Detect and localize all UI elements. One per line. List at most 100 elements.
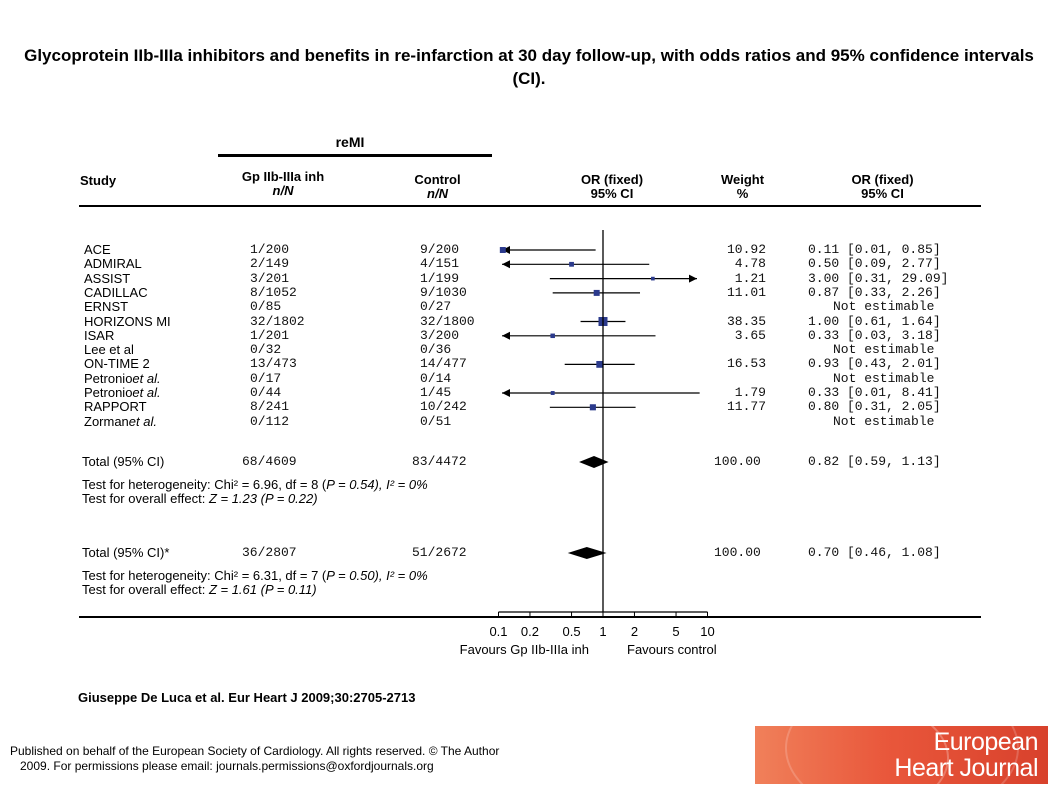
or-ci-text: Not estimable [833,342,935,358]
heterogeneity-test: Test for heterogeneity: Chi² = 6.96, df … [82,478,428,492]
study-name: CADILLAC [84,284,148,300]
or-ci-text: 0.93 [0.43, 2.01] [808,356,941,372]
study-name: ISAR [84,327,115,343]
control-count: 1/45 [420,385,452,400]
header-rule [79,205,981,207]
or-ci-text: 3.00 [0.31, 29.09] [808,270,949,286]
point-estimate [569,261,574,267]
or-ci-text: Not estimable [833,299,935,315]
control-header-label: Control [414,172,461,187]
overall-effect-prefix: Test for overall effect: [82,582,209,597]
study-name: Zormanet al. [84,413,157,429]
point-estimate [550,333,555,339]
outcome-header: reMI [335,134,365,150]
overall-effect-test: Test for overall effect: Z = 1.23 (P = 0… [82,492,318,506]
treatment-count: 0/44 [250,385,282,400]
total-or-ci-text: 0.70 [0.46, 1.08] [808,545,941,560]
control-count: 32/1800 [420,313,475,329]
overall-effect-prefix: Test for overall effect: [82,491,209,506]
pooled-diamond-group [567,547,607,559]
total-label: Total (95% CI)* [82,545,170,560]
x-tick-label: 1 [599,624,606,639]
weight-value: 4.78 [734,256,766,272]
total-weight: 100.00 [714,545,761,560]
study-marker-group [552,289,641,296]
study-name-text: Zorman [84,413,129,429]
treatment-count: 13/473 [250,356,297,372]
pooled-diamond [579,456,609,468]
footer-line-2: 2009. For permissions please email: jour… [20,759,434,773]
weight-value: 38.35 [726,313,766,329]
ci-arrow-left [502,389,510,397]
total-or-ci-text: 0.82 [0.59, 1.13] [808,454,941,469]
treatment-count: 8/241 [250,399,290,415]
heterogeneity-prefix: Test for heterogeneity: Chi² = 6.96, df … [82,477,327,492]
control-count: 14/477 [420,356,467,372]
outcome-underline [218,154,492,157]
study-name-text: ISAR [84,327,115,343]
ci-arrow-left [502,246,510,254]
treatment-count: 32/1802 [250,313,305,329]
study-name: ASSIST [84,270,131,286]
point-estimate [593,289,600,296]
weight-header-label: Weight [720,172,765,187]
study-name-text: HORIZONS MI [84,313,171,329]
study-name-text: ASSIST [84,270,131,286]
study-name-text: CADILLAC [84,284,148,300]
or-text-header: OR (fixed) 95% CI [820,173,945,201]
or-ci-text: 0.50 [0.09, 2.77] [808,256,941,272]
study-name: HORIZONS MI [84,313,171,329]
favours-treatment-label: Favours Gp IIb-IIIa inh [460,642,589,657]
study-name-text: Petronio [84,385,133,400]
treatment-count: 0/112 [250,413,290,429]
treatment-count: 8/1052 [250,284,297,300]
study-name: ADMIRAL [84,257,142,271]
point-estimate [499,247,506,253]
total-control-count: 83/4472 [412,454,467,469]
treatment-count: 0/85 [250,299,282,315]
overall-effect-p: P = 0.22) [264,491,318,506]
or-ci-text: Not estimable [833,413,935,429]
or-ci-text: Not estimable [833,370,935,386]
control-count: 10/242 [420,399,467,415]
x-tick-label: 5 [672,624,679,639]
study-name: Petronioet al. [84,370,161,386]
weight-value: 3.65 [734,327,766,343]
control-header: Control n/N [385,173,490,201]
or-text-header-sub: 95% CI [861,186,904,201]
control-count: 0/51 [420,413,452,429]
or-ci-text: 1.00 [0.61, 1.64] [808,313,941,329]
heterogeneity-i: I² = 0% [386,568,428,583]
control-count: 9/1030 [420,284,467,300]
or-plot-header: OR (fixed) 95% CI [552,173,672,201]
weight-value: 1.21 [734,270,766,286]
or-ci-text: 0.33 [0.03, 3.18] [808,327,941,343]
pooled-diamond [567,547,607,559]
control-count: 0/36 [420,342,452,358]
treatment-count: 1/201 [250,327,290,343]
heterogeneity-p: P = 0.54), [326,477,387,492]
treatment-header-label: Gp IIb-IIIa inh [241,169,325,184]
total-weight: 100.00 [714,454,761,469]
or-text-header-label: OR (fixed) [851,172,914,187]
study-name-suffix: et al. [132,370,161,386]
weight-value: 16.53 [726,356,766,372]
weight-value: 11.01 [726,284,766,300]
footer-line-1: Published on behalf of the European Soci… [10,744,500,758]
or-ci-text: 0.80 [0.31, 2.05] [808,399,941,415]
or-plot-header-sub: 95% CI [590,186,634,201]
point-estimate [589,404,596,411]
heterogeneity-test: Test for heterogeneity: Chi² = 6.31, df … [82,569,428,583]
treatment-header-sub: n/N [272,183,294,198]
study-name-text: ON-TIME 2 [84,356,150,372]
study-marker-group [502,331,656,340]
total-label: Total (95% CI) [82,454,165,469]
study-name-suffix: et al. [128,413,157,429]
ci-arrow-left [502,331,510,340]
x-tick-label: 0.5 [563,624,581,639]
journal-logo: European Heart Journal [755,726,1048,784]
overall-effect-test: Test for overall effect: Z = 1.61 (P = 0… [82,583,317,597]
overall-effect-p: P = 0.11) [264,582,317,597]
weight-value: 11.77 [726,399,766,415]
treatment-header: Gp IIb-IIIa inh n/N [218,170,348,198]
